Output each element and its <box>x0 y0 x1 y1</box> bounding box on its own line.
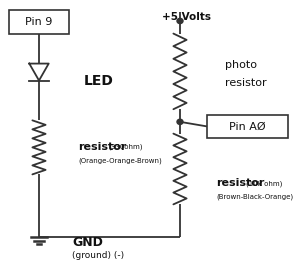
Text: Pin 9: Pin 9 <box>25 17 53 27</box>
FancyBboxPatch shape <box>207 115 288 138</box>
Circle shape <box>177 119 183 124</box>
Text: photo: photo <box>225 61 257 70</box>
FancyBboxPatch shape <box>9 10 69 34</box>
Text: (10k ohm): (10k ohm) <box>246 180 282 187</box>
Text: resistor: resistor <box>78 142 126 152</box>
Text: LED: LED <box>84 74 114 88</box>
Text: (Brown-Black-Orange): (Brown-Black-Orange) <box>216 194 293 200</box>
Text: (ground) (-): (ground) (-) <box>72 251 124 260</box>
Text: resistor: resistor <box>216 178 264 188</box>
Text: GND: GND <box>72 236 103 249</box>
Text: Pin AØ: Pin AØ <box>229 121 266 132</box>
Text: resistor: resistor <box>225 78 267 88</box>
Text: (Orange-Orange-Brown): (Orange-Orange-Brown) <box>78 157 162 163</box>
Text: +5 Volts: +5 Volts <box>162 12 211 22</box>
Circle shape <box>177 18 183 24</box>
Text: (330ohm): (330ohm) <box>108 144 142 150</box>
